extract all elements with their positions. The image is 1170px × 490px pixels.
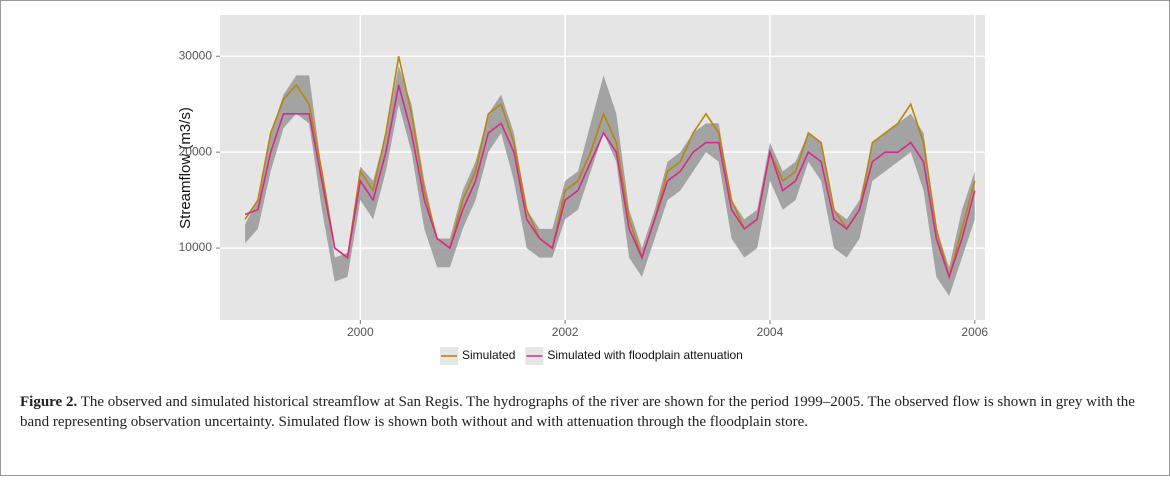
- legend-label: Simulated with floodplain attenuation: [547, 348, 742, 362]
- x-tick-label: 2004: [757, 325, 784, 339]
- y-tick-label: 10000: [179, 240, 213, 254]
- caption: Figure 2. The observed and simulated his…: [20, 392, 1140, 432]
- y-tick-label: 20000: [179, 144, 213, 158]
- chart: Streamflow (m3/s) 2000 2002 2004 2006 10000 2…: [177, 15, 988, 365]
- series-line: [244, 84, 976, 280]
- caption-text: The observed and simulated historical st…: [20, 394, 1135, 430]
- legend-label: Simulated: [462, 348, 515, 362]
- y-axis-label: Streamflow (m3/s): [177, 107, 194, 229]
- observed-band: [245, 65, 975, 297]
- caption-label: Figure 2.: [20, 394, 78, 410]
- x-tick-label: 2006: [961, 325, 988, 339]
- x-tick-label: 2000: [347, 325, 374, 339]
- x-tick-label: 2002: [552, 325, 579, 339]
- y-tick-label: 30000: [179, 48, 213, 62]
